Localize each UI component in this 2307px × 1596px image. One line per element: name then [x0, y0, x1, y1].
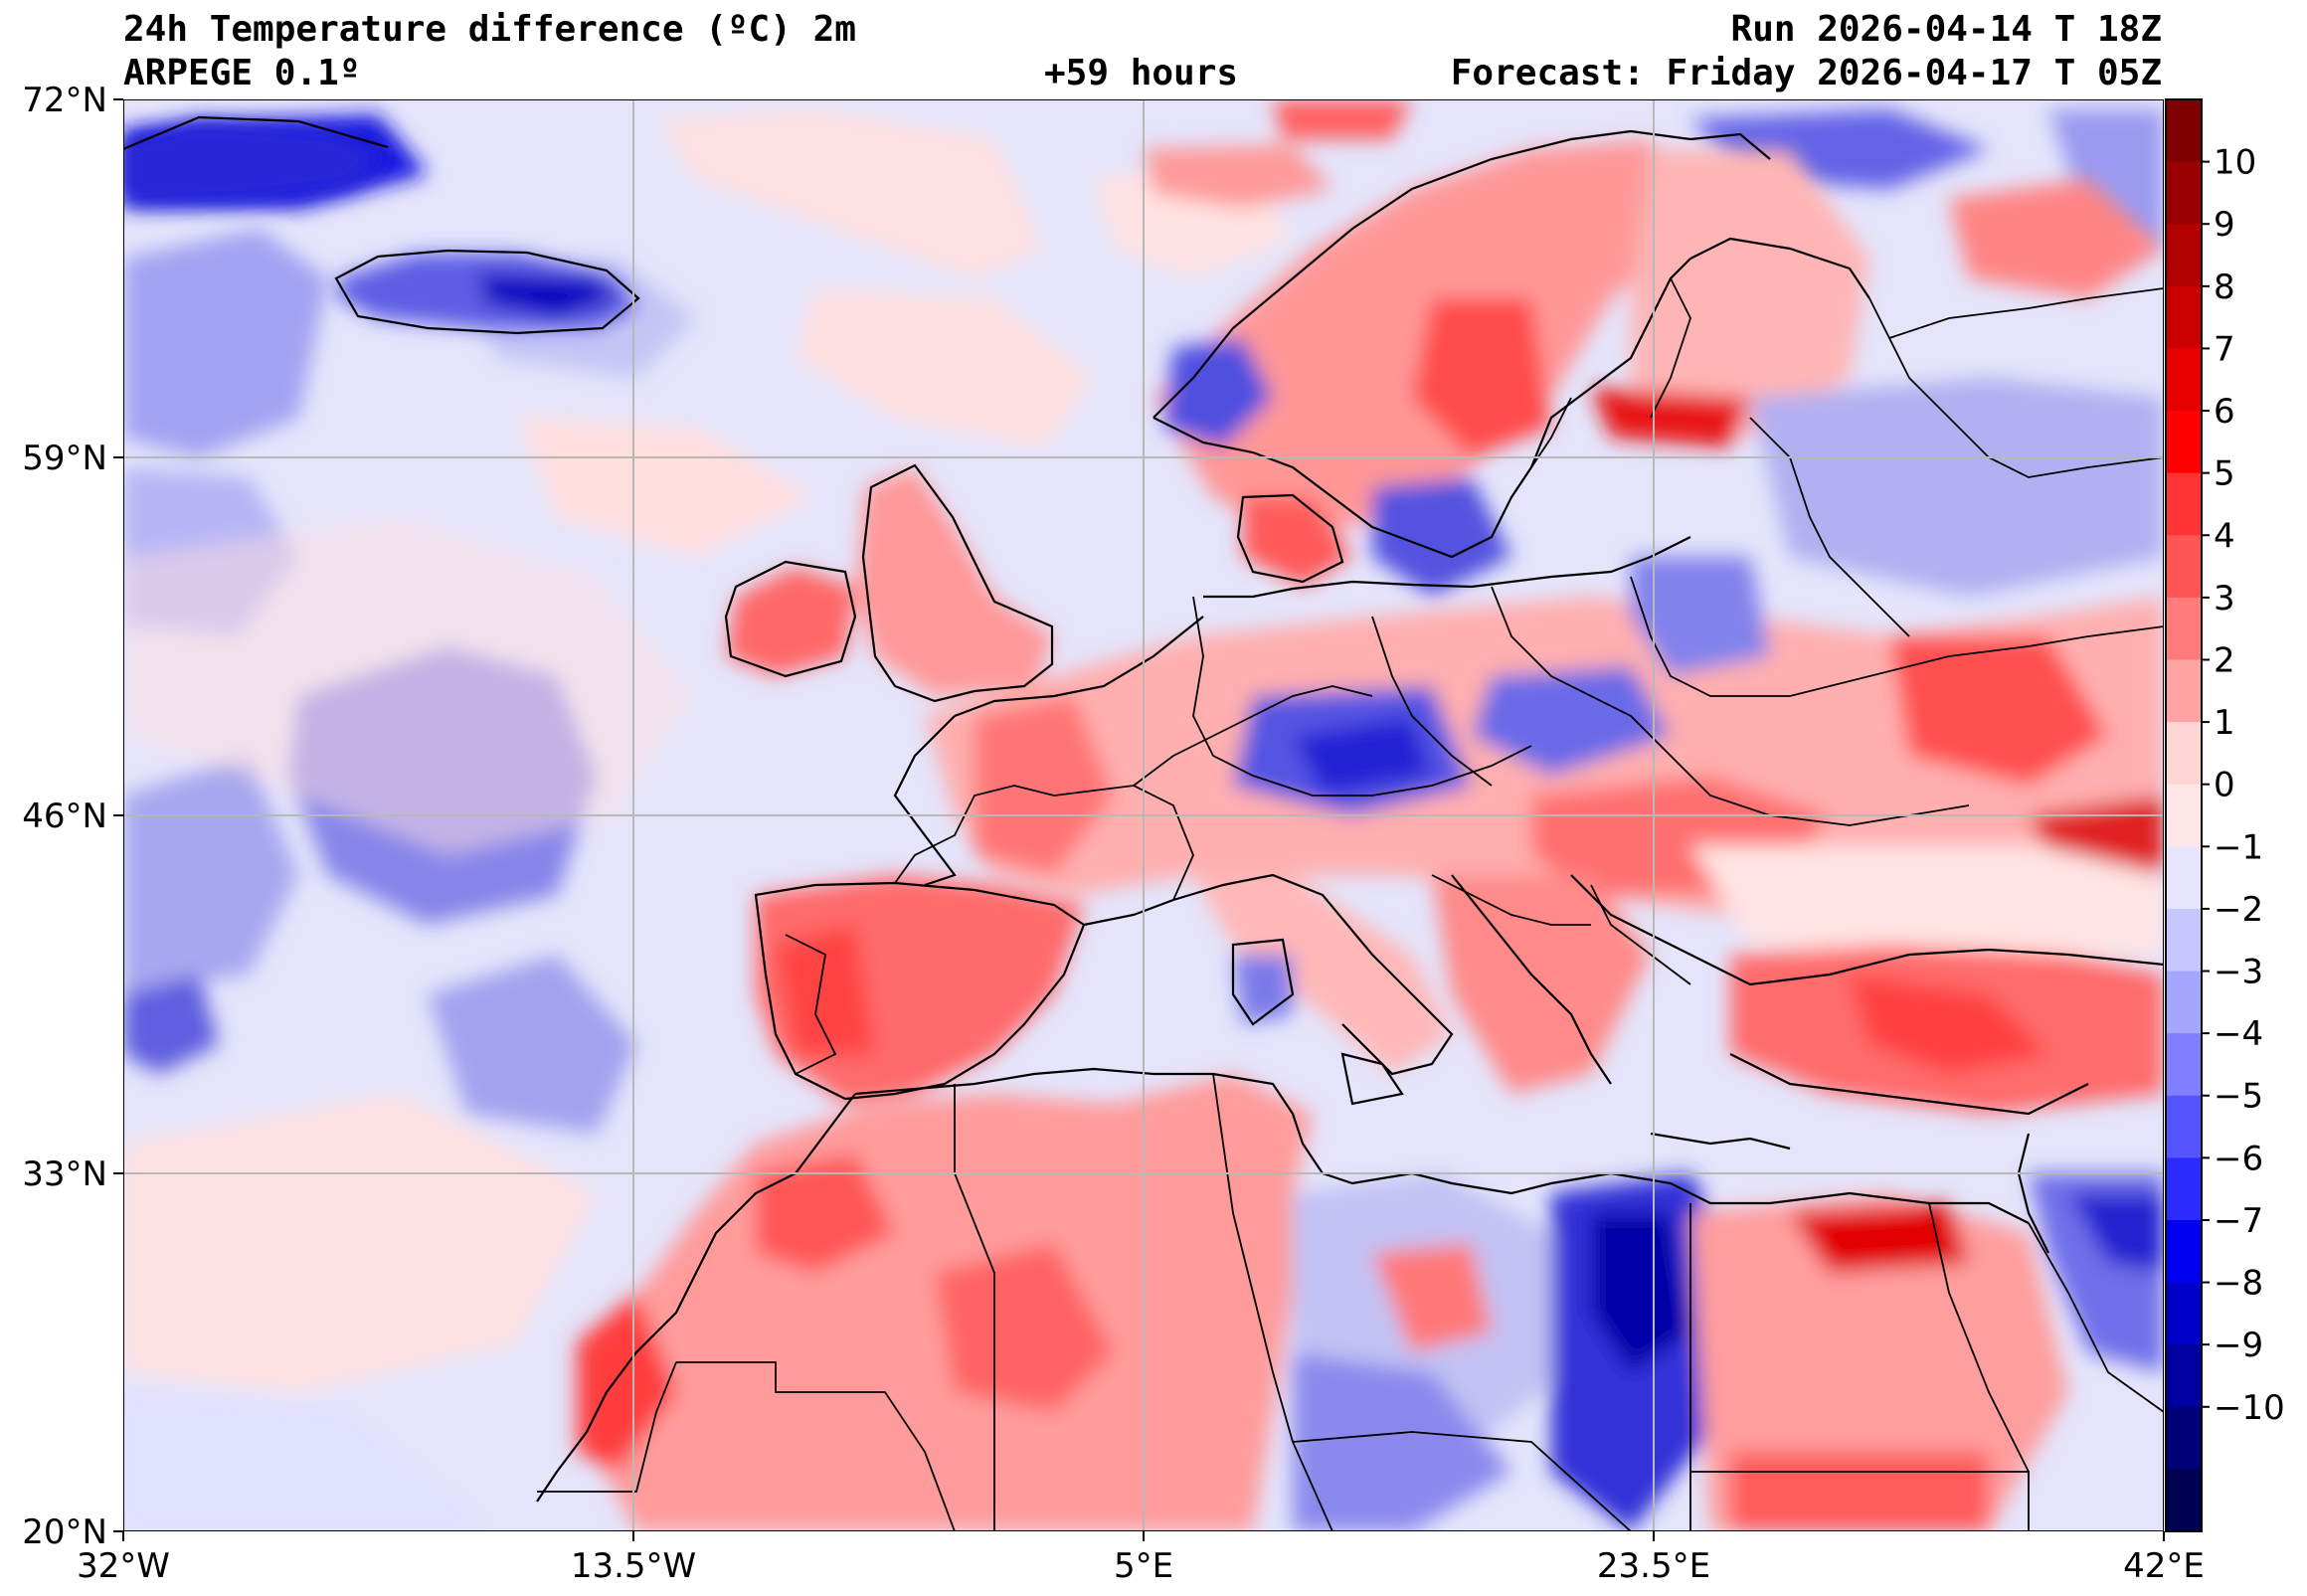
colorbar-segment [2166, 597, 2202, 661]
colorbar-tick-label: −4 [2214, 1014, 2263, 1054]
colorbar-segment [2166, 1157, 2202, 1221]
ocean-anomaly-patches [123, 99, 2164, 1531]
colorbar-tick-label: 4 [2214, 516, 2235, 556]
colorbar-tick-label: −2 [2214, 890, 2263, 930]
colorbar-tick-label: −1 [2214, 827, 2263, 867]
axis-ticks [113, 98, 2165, 1541]
lon-label: 13.5°W [571, 1546, 696, 1586]
colorbar-tick-label: 0 [2214, 766, 2235, 805]
colorbar-segment [2166, 348, 2202, 412]
colorbar-tick-label: −10 [2214, 1388, 2285, 1428]
longitude-labels: 32°W 13.5°W 5°E 23.5°E 42°E [77, 1546, 2205, 1586]
lat-label: 20°N [22, 1512, 107, 1552]
colorbar-segment [2166, 1406, 2202, 1470]
colorbar-segment [2166, 224, 2202, 287]
lon-label: 5°E [1114, 1546, 1173, 1586]
colorbar-segment [2166, 1282, 2202, 1345]
colorbar-tick-label: 8 [2214, 267, 2235, 307]
colorbar-segment [2166, 784, 2202, 847]
run-time: Run 2026-04-14 T 18Z [1730, 9, 2162, 50]
lat-label: 33°N [22, 1154, 107, 1194]
colorbar-tick-label: 6 [2214, 392, 2235, 432]
colorbar-segment [2166, 99, 2202, 163]
colorbar-segment [2166, 659, 2202, 723]
country-borders [537, 277, 2164, 1531]
latitude-labels: 72°N 59°N 46°N 33°N 20°N [22, 81, 107, 1552]
gridlines [123, 99, 2164, 1531]
colorbar-segment [2166, 1219, 2202, 1284]
lat-label: 46°N [22, 797, 107, 836]
colorbar-segment [2166, 411, 2202, 474]
lon-label: 23.5°E [1597, 1546, 1710, 1586]
colorbar-segment [2166, 908, 2202, 973]
lon-label: 42°E [2123, 1546, 2205, 1586]
model-name: ARPEGE 0.1º [123, 53, 361, 93]
colorbar-tick-label: 5 [2214, 454, 2235, 494]
map-plot-area [123, 99, 2164, 1531]
colorbar-segment [2166, 1344, 2202, 1408]
colorbar-tick-label: 2 [2214, 640, 2235, 680]
colorbar-tick-label: 3 [2214, 579, 2235, 619]
colorbar-segment [2166, 1095, 2202, 1158]
colorbar-tick-label: −3 [2214, 953, 2263, 992]
colorbar-segment [2166, 1033, 2202, 1097]
land-masses [123, 119, 2164, 1531]
colorbar-tick-label: −9 [2214, 1326, 2263, 1365]
lat-label: 72°N [22, 81, 107, 120]
colorbar-segment [2166, 161, 2202, 225]
colorbar-tick-label: −5 [2214, 1077, 2263, 1117]
colorbar-tick-label: −6 [2214, 1139, 2263, 1178]
colorbar-segment [2166, 472, 2202, 536]
colorbar-segment [2166, 846, 2202, 910]
colorbar-tick-label: −7 [2214, 1201, 2263, 1241]
colorbar-segment [2166, 971, 2202, 1034]
colorbar-segment [2166, 285, 2202, 350]
colorbar-tick-label: 9 [2214, 205, 2235, 245]
colorbar-segment [2166, 535, 2202, 599]
colorbar-tick-label: −8 [2214, 1264, 2263, 1304]
colorbar-segment [2166, 1469, 2202, 1532]
map-title: 24h Temperature difference (ºC) 2m [123, 9, 856, 50]
colorbar-frame [2165, 98, 2203, 1532]
forecast-time: Forecast: Friday 2026-04-17 T 05Z [1450, 53, 2162, 93]
lat-label: 59°N [22, 439, 107, 478]
lead-time: +59 hours [1044, 53, 1239, 93]
coastlines [123, 115, 2164, 1503]
lon-label: 32°W [77, 1546, 170, 1586]
colorbar-tick-label: 7 [2214, 329, 2235, 369]
colorbar-segment [2166, 722, 2202, 786]
colorbar-tick-label: 1 [2214, 703, 2235, 743]
colorbar-tick-label: 10 [2214, 143, 2256, 183]
